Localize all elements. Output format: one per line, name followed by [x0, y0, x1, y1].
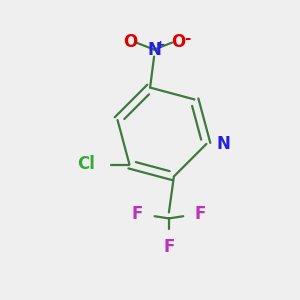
- Text: N: N: [216, 135, 230, 153]
- Text: F: F: [195, 206, 206, 224]
- Text: O: O: [171, 33, 185, 51]
- Text: Cl: Cl: [78, 154, 95, 172]
- Text: F: F: [163, 238, 175, 256]
- Text: N: N: [147, 40, 161, 58]
- Text: -: -: [184, 31, 190, 46]
- Text: F: F: [131, 206, 143, 224]
- Text: O: O: [123, 33, 137, 51]
- Text: +: +: [155, 40, 165, 50]
